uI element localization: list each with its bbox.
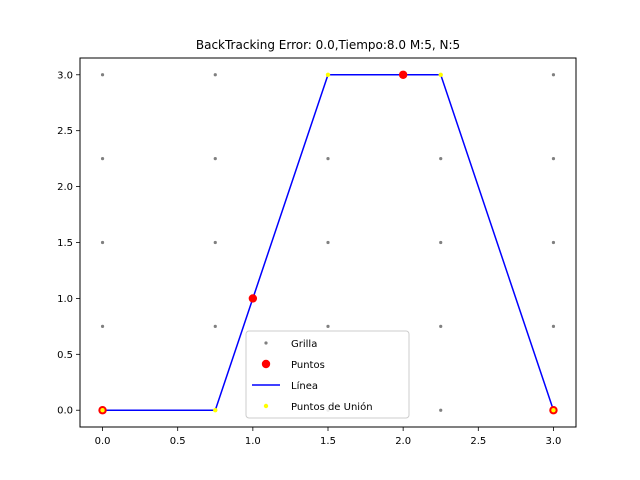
x-tick-label: 0.0 [95, 436, 111, 447]
grilla-point [551, 240, 556, 245]
y-tick-label: 0.0 [57, 406, 73, 417]
legend-label: Puntos de Unión [291, 401, 373, 413]
legend-grilla-marker [264, 341, 268, 345]
y-tick-label: 2.5 [57, 126, 73, 137]
grilla-point [100, 157, 105, 161]
grilla-point [439, 324, 443, 328]
x-tick-label: 2.5 [470, 436, 486, 447]
grilla-point [100, 324, 105, 328]
puntos-point [248, 294, 258, 303]
union-point [551, 408, 556, 413]
grilla-point [439, 408, 443, 412]
grilla-point [213, 157, 217, 161]
grilla-point [213, 73, 217, 77]
y-tick-label: 1.0 [57, 294, 73, 305]
grilla-point [326, 157, 330, 161]
legend-union-marker [263, 403, 269, 409]
grilla-point [213, 324, 217, 328]
grilla-point [326, 324, 330, 328]
grilla-point [551, 73, 556, 77]
union-point [325, 72, 331, 77]
x-tick-label: 0.5 [170, 436, 186, 447]
plot-area [98, 70, 558, 415]
y-tick-label: 1.5 [57, 238, 73, 249]
axis-ticks: 0.0 0.5 1.0 1.5 2.0 2.5 3.0 0.0 0.5 1.0 1.5 2.0 2.5 3… [57, 70, 561, 447]
legend-label: Grilla [291, 339, 317, 350]
grilla-point [551, 157, 556, 161]
grilla-point [439, 240, 443, 245]
x-tick-label: 2.0 [395, 436, 411, 447]
puntos-point [398, 70, 408, 79]
x-tick-label: 1.5 [320, 436, 336, 447]
y-tick-label: 3.0 [57, 70, 73, 81]
grilla-point [100, 240, 105, 245]
chart-title: BackTracking Error: 0.0,Tiempo:8.0 M:5, … [196, 38, 460, 52]
grilla-point [100, 73, 105, 77]
grilla-point [551, 324, 556, 328]
grilla-point [439, 157, 443, 161]
x-tick-label: 1.0 [245, 436, 261, 447]
legend-label: Puntos [291, 360, 325, 371]
union-point [213, 408, 218, 413]
union-point [438, 72, 443, 77]
x-tick-label: 3.0 [546, 436, 562, 447]
legend-label: Línea [291, 380, 318, 392]
grilla-point [326, 240, 330, 245]
y-tick-label: 2.0 [57, 182, 73, 193]
legend-puntos-marker [261, 359, 271, 369]
grilla-point [213, 240, 217, 245]
union-point [100, 408, 105, 413]
legend-box [245, 330, 410, 419]
y-tick-label: 0.5 [57, 350, 73, 361]
legend: Grilla Puntos Línea Puntos de Unión [245, 330, 410, 419]
